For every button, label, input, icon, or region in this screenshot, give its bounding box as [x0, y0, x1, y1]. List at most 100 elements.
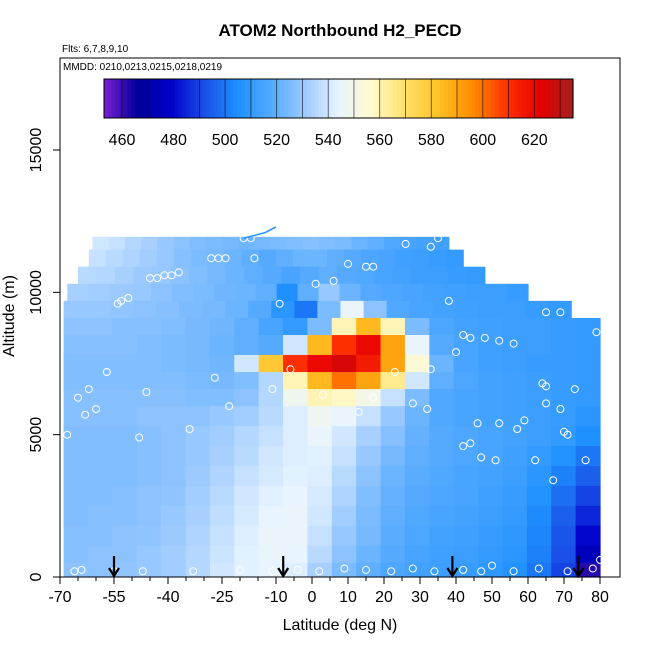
field-cell [112, 562, 138, 578]
field-cell [432, 300, 457, 319]
colorbar-segment [420, 79, 426, 118]
colorbar-segment [217, 79, 222, 118]
field-cell [248, 300, 272, 319]
field-cell [234, 389, 260, 407]
field-cell [136, 485, 162, 507]
colorbar-segment [479, 79, 484, 118]
field-cell [412, 249, 430, 268]
colorbar-segment [565, 79, 570, 118]
field-cell [136, 446, 162, 467]
field-cell [209, 354, 235, 373]
field-cell [258, 505, 284, 527]
colorbar-segment [533, 79, 539, 118]
field-cell [501, 300, 526, 319]
field-cell [429, 354, 455, 373]
colorbar-segment [318, 79, 324, 118]
field-cell [87, 446, 113, 467]
field-cell [63, 389, 89, 407]
field-cell [453, 372, 479, 390]
field-cell [453, 545, 479, 564]
colorbar-tick-label: 480 [160, 132, 187, 149]
colorbar-segment [209, 79, 215, 118]
field-cell [478, 354, 504, 373]
colorbar-segment [428, 79, 433, 118]
y-tick-label: 10000 [28, 270, 45, 315]
field-cell [478, 485, 504, 507]
flights-label: Flts: 6,7,8,9,10 [62, 44, 129, 55]
sample-point [426, 365, 435, 374]
field-cell [283, 389, 309, 407]
field-cell [502, 505, 528, 527]
colorbar-segment [244, 79, 250, 118]
field-cell [429, 406, 455, 427]
field-cell [502, 335, 528, 356]
field-cell [173, 249, 192, 268]
sample-point [509, 339, 518, 348]
field-cell [234, 426, 260, 447]
sample-point [426, 242, 435, 251]
colorbar-segment [401, 79, 406, 118]
field-cell [429, 525, 455, 547]
colorbar-segment [279, 79, 285, 118]
colorbar-segment [115, 79, 121, 118]
colorbar-segment [131, 79, 136, 118]
field-cell [447, 266, 467, 285]
colorbar-segment [139, 79, 144, 118]
field-cell [185, 372, 211, 390]
colorbar-tick-label: 560 [366, 132, 393, 149]
field-cell [190, 249, 209, 268]
colorbar-segment [162, 79, 168, 118]
field-cell [109, 283, 131, 302]
field-cell [155, 300, 180, 319]
field-cell [136, 505, 162, 527]
colorbar-segment [530, 79, 535, 118]
field-cell [254, 236, 272, 251]
x-tick-label: 70 [555, 589, 573, 606]
field-cell [380, 354, 406, 373]
colorbar-segment [283, 79, 289, 118]
field-cell [63, 426, 89, 447]
y-tick-label: 15000 [28, 128, 45, 173]
field-cell [63, 406, 89, 427]
field-cell [404, 354, 430, 373]
field-cell [551, 426, 577, 447]
field-cell [340, 300, 365, 319]
sample-point [59, 288, 68, 297]
colorbar-segment [475, 79, 480, 118]
field-cell [429, 266, 449, 285]
field-cell [465, 283, 487, 302]
field-cell [258, 545, 284, 564]
field-cell [526, 335, 552, 356]
field-cell [87, 485, 113, 507]
colorbar-segment [303, 79, 308, 118]
sample-point [488, 561, 496, 570]
field-cell [453, 446, 479, 467]
field-cell [112, 525, 138, 547]
field-cell [380, 446, 406, 467]
field-cell [283, 465, 309, 487]
colorbar-segment [287, 79, 293, 118]
field-cell [244, 266, 264, 285]
field-cell [112, 406, 138, 427]
field-cell [404, 426, 430, 447]
field-cell [453, 406, 479, 427]
sample-point [408, 399, 417, 408]
field-cell [416, 236, 434, 251]
sample-point [138, 567, 147, 576]
field-cell [307, 406, 333, 427]
field-cell [209, 372, 235, 390]
field-cell [526, 562, 552, 578]
colorbar-segment [135, 79, 140, 118]
sample-point [174, 268, 183, 277]
field-cell [453, 335, 479, 356]
field-cell [87, 406, 113, 427]
colorbar-segment [299, 79, 304, 118]
field-cell [575, 406, 601, 427]
field-cell [429, 317, 455, 336]
field-cell [404, 389, 430, 407]
field-cell [185, 426, 211, 447]
field-cell [299, 266, 319, 285]
field-cell [286, 236, 304, 251]
field-cell [429, 545, 455, 564]
field-cell [151, 266, 172, 285]
